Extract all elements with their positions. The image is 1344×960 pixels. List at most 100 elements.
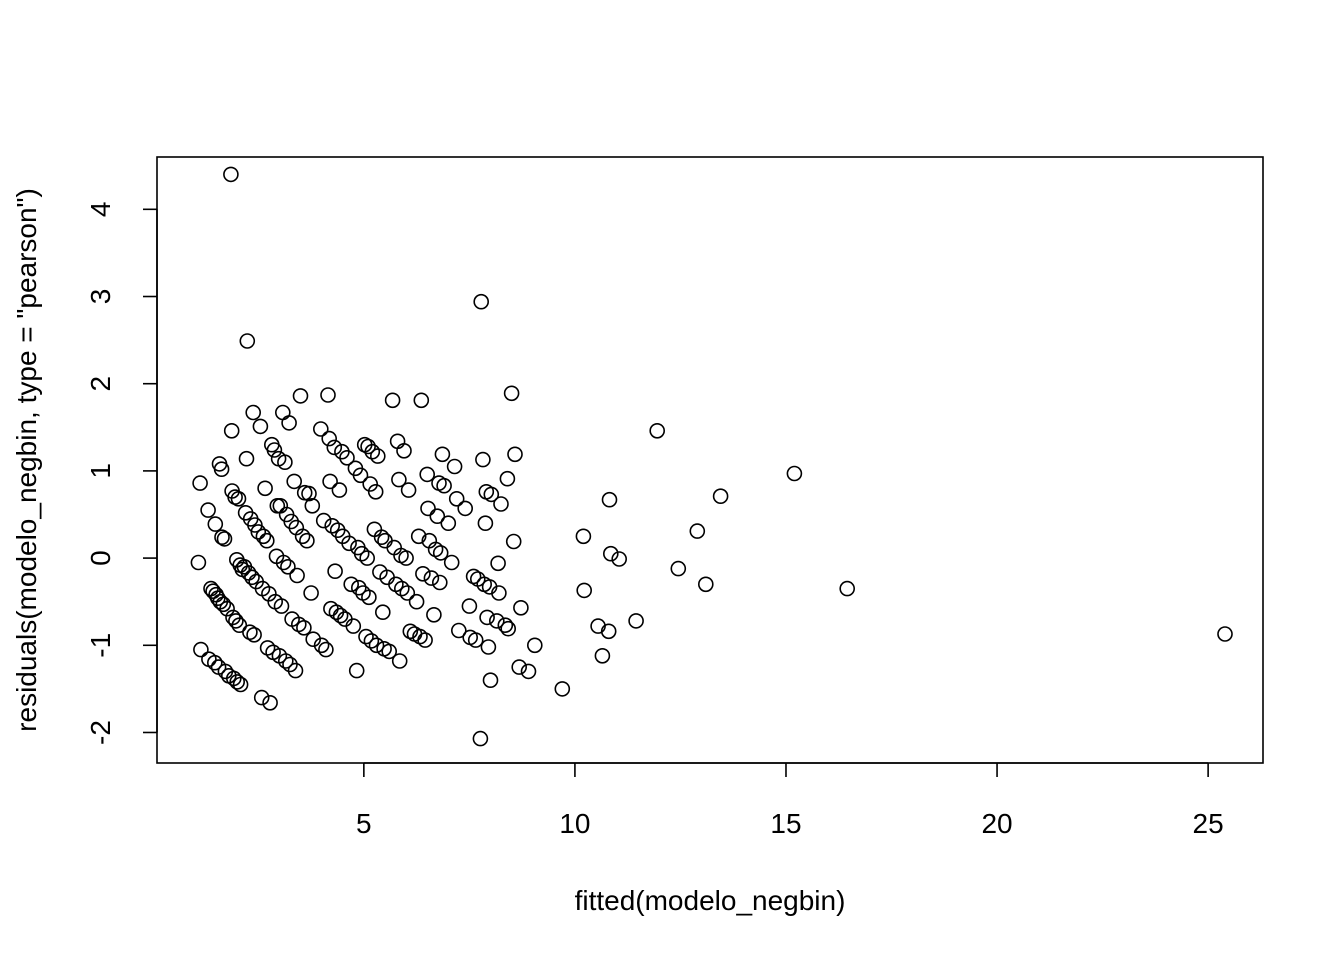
data-point: [429, 508, 446, 525]
data-point: [207, 516, 224, 532]
data-point: [277, 454, 293, 471]
data-point: [239, 333, 256, 349]
data-point: [432, 545, 449, 561]
data-point: [1217, 626, 1233, 642]
data-point: [231, 617, 248, 634]
data-point: [339, 449, 355, 466]
data-point: [413, 392, 430, 409]
data-point: [575, 528, 592, 545]
y-tick-label: 3: [85, 289, 116, 305]
plot-area: [156, 156, 1264, 764]
x-tick-label: 25: [1193, 808, 1224, 839]
y-tick-label: 4: [85, 202, 116, 218]
data-point: [331, 482, 348, 498]
data-point: [228, 613, 244, 629]
data-point: [275, 554, 292, 571]
data-point: [786, 465, 803, 482]
data-point: [712, 488, 729, 505]
data-point: [246, 626, 262, 643]
data-point: [280, 558, 296, 575]
data-point: [296, 619, 312, 636]
data-point: [446, 458, 463, 475]
data-point: [505, 533, 522, 550]
data-point: [250, 524, 267, 540]
data-point: [419, 466, 436, 483]
data-point: [359, 550, 376, 566]
data-point: [364, 443, 381, 460]
data-point: [628, 613, 644, 629]
y-tick-label: 1: [85, 463, 116, 479]
data-point: [477, 515, 494, 532]
data-point: [237, 504, 254, 521]
data-point: [384, 392, 401, 409]
y-tick-label: -2: [85, 720, 116, 745]
data-point: [412, 628, 428, 645]
data-point: [389, 433, 406, 450]
data-point: [479, 609, 495, 626]
data-point: [391, 471, 407, 488]
data-point: [223, 166, 239, 183]
data-point: [360, 438, 376, 455]
data-point: [503, 385, 520, 402]
data-point: [398, 550, 414, 566]
data-point: [461, 598, 478, 614]
data-point: [689, 523, 706, 539]
data-point: [192, 475, 208, 491]
data-point: [601, 491, 618, 508]
data-point: [436, 477, 452, 494]
data-point: [426, 606, 442, 623]
data-point: [274, 404, 291, 421]
data-point: [245, 404, 261, 421]
data-point: [257, 480, 273, 497]
data-point: [472, 730, 489, 747]
data-point: [289, 567, 305, 584]
data-point: [200, 502, 216, 518]
data-point: [213, 461, 230, 478]
data-point: [399, 585, 416, 601]
data-point: [367, 483, 384, 500]
data-point: [670, 560, 687, 577]
data-point: [193, 641, 209, 658]
data-point: [415, 565, 431, 582]
data-point: [332, 607, 349, 624]
data-point: [286, 473, 303, 490]
data-point: [259, 640, 276, 656]
data-point: [230, 490, 247, 507]
data-point: [292, 388, 309, 404]
data-point: [576, 582, 593, 599]
data-point: [282, 656, 298, 673]
data-point: [480, 639, 497, 655]
data-point: [214, 529, 230, 546]
data-point: [391, 653, 408, 669]
data-point: [353, 545, 370, 562]
data-point: [402, 623, 419, 640]
data-point: [448, 490, 465, 507]
data-point: [266, 442, 283, 458]
data-point: [526, 637, 543, 654]
data-point: [457, 500, 474, 517]
data-point: [281, 415, 297, 431]
data-point: [320, 387, 336, 403]
data-point: [839, 580, 856, 597]
y-axis-title: residuals(modelo_negbin, type = "pearson…: [11, 188, 42, 732]
data-point: [345, 618, 362, 634]
data-point: [396, 442, 412, 459]
x-tick-label: 15: [770, 808, 801, 839]
data-point: [420, 500, 436, 517]
data-point: [223, 422, 240, 439]
data-point: [238, 450, 255, 467]
data-point: [373, 529, 390, 546]
data-point: [408, 593, 425, 610]
data-point: [369, 448, 386, 464]
data-point: [520, 663, 537, 680]
y-axis: -2 -1 0 1 2 3 4: [85, 202, 158, 745]
data-point: [352, 467, 369, 484]
data-point: [400, 482, 417, 498]
data-point: [269, 497, 286, 514]
data-point: [434, 446, 451, 463]
data-point: [649, 422, 666, 439]
data-point: [366, 521, 383, 538]
data-point: [381, 643, 398, 660]
data-point: [507, 446, 523, 463]
